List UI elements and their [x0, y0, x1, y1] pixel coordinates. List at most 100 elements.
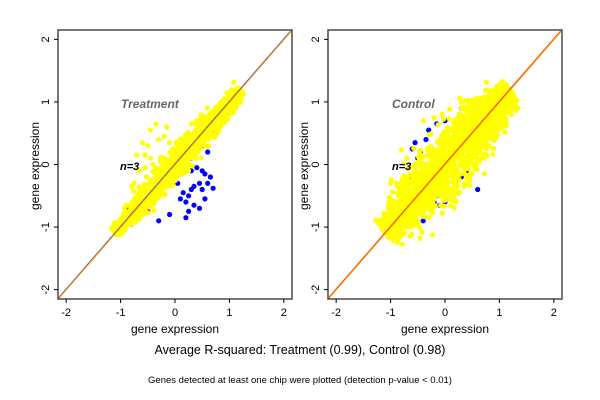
data-point [198, 155, 204, 161]
data-point [152, 192, 158, 198]
data-point [462, 161, 469, 167]
data-point [444, 189, 450, 195]
data-point [179, 166, 186, 172]
data-point [505, 109, 511, 115]
data-point [221, 119, 227, 126]
y-axis-title: gene expression [297, 122, 311, 210]
data-point [470, 143, 476, 149]
data-point [439, 139, 445, 145]
y-tick-label: -2 [40, 285, 52, 295]
data-point [138, 189, 144, 195]
data-point [183, 215, 189, 221]
data-point [440, 116, 447, 122]
data-point [180, 190, 186, 196]
data-point [439, 210, 445, 216]
data-point [475, 186, 481, 193]
data-point [186, 208, 192, 214]
data-point [134, 152, 140, 158]
x-tick-label: 0 [172, 307, 178, 319]
y-tick-label: 0 [40, 161, 52, 167]
data-point [466, 108, 473, 114]
data-point [390, 189, 396, 195]
data-point [176, 163, 182, 169]
data-point [167, 140, 173, 146]
data-point [445, 180, 451, 186]
data-point [447, 203, 453, 209]
data-point [204, 105, 210, 111]
data-point [129, 199, 135, 205]
data-point [457, 152, 463, 158]
data-point [167, 211, 173, 218]
y-axis-title: gene expression [28, 122, 42, 210]
data-point [469, 101, 475, 107]
data-point [212, 106, 218, 112]
data-point [453, 154, 459, 160]
data-point [497, 123, 503, 129]
data-point [504, 96, 510, 102]
data-point [149, 202, 155, 208]
data-point [453, 199, 459, 205]
data-point [151, 197, 157, 203]
data-point [389, 216, 396, 222]
data-point [183, 199, 189, 205]
data-point [189, 132, 195, 138]
data-point [185, 129, 191, 136]
data-point [421, 214, 427, 220]
x-tick-label: 2 [281, 307, 287, 319]
data-point [490, 146, 497, 152]
data-point [145, 143, 151, 149]
data-point [409, 209, 415, 215]
data-point [217, 102, 223, 108]
data-point [454, 122, 460, 128]
data-point [462, 171, 468, 177]
data-point [145, 210, 151, 216]
data-point [426, 214, 432, 220]
data-point [483, 79, 490, 85]
data-point [492, 95, 498, 101]
data-point [467, 175, 473, 181]
data-point [404, 155, 410, 161]
data-point [428, 131, 434, 137]
data-point [490, 151, 496, 157]
data-point [412, 163, 418, 169]
data-point [482, 107, 488, 113]
data-point [381, 210, 387, 216]
data-point [451, 190, 458, 196]
data-point [130, 188, 137, 194]
data-point [401, 161, 407, 167]
data-point [417, 182, 423, 188]
data-point [402, 195, 408, 201]
data-point [487, 92, 493, 98]
data-point [461, 113, 467, 119]
y-tick-label: -1 [310, 222, 322, 232]
data-point [391, 238, 397, 244]
data-point [433, 147, 439, 153]
data-point [433, 162, 440, 168]
data-point [506, 104, 512, 110]
data-point [455, 169, 461, 176]
data-point [390, 198, 396, 204]
data-point [147, 155, 154, 161]
data-point [178, 136, 184, 142]
data-point [183, 136, 189, 142]
data-point [388, 180, 394, 186]
data-point [500, 89, 506, 95]
data-point [484, 96, 490, 102]
data-point [485, 119, 491, 125]
data-point [147, 127, 154, 133]
data-point [395, 192, 401, 198]
data-point [471, 161, 477, 167]
data-point [420, 118, 426, 124]
data-point [434, 177, 440, 183]
data-point [469, 97, 475, 103]
data-point [494, 83, 500, 90]
data-point [191, 202, 197, 208]
data-point [495, 132, 501, 139]
data-point [502, 129, 508, 135]
data-point [442, 197, 448, 203]
data-point [417, 147, 424, 153]
y-tick-label: -1 [40, 222, 52, 232]
data-point [186, 193, 192, 199]
data-point [398, 219, 404, 225]
